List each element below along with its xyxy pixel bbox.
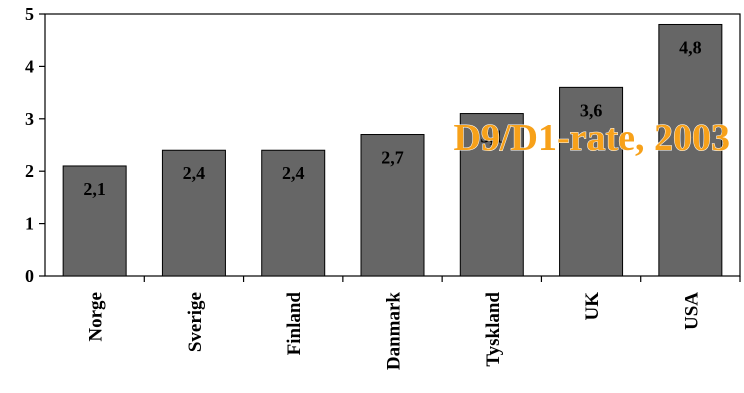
y-tick-label: 1	[25, 214, 34, 234]
chart-title: D9/D1-rate, 2003	[454, 117, 730, 159]
category-label: Danmark	[384, 292, 405, 371]
category-label: Finland	[284, 292, 305, 356]
category-label: USA	[681, 292, 702, 330]
data-label: 2,4	[282, 163, 305, 183]
data-label: 2,1	[83, 179, 106, 199]
data-label: 2,7	[381, 148, 404, 168]
category-label: Sverige	[185, 292, 206, 352]
data-label: 2,4	[183, 163, 206, 183]
y-tick-label: 0	[25, 266, 34, 286]
y-tick-label: 4	[25, 56, 34, 76]
y-tick-label: 2	[25, 161, 34, 181]
y-tick-label: 3	[25, 109, 34, 129]
category-label: Norge	[86, 292, 107, 342]
category-label: UK	[582, 292, 603, 321]
plot-area: 0 1 2 3 4 5 2,1 Norge 2,4 Sverige 2,4 Finland 2,7 Dan…	[25, 4, 740, 370]
category-label: Tyskland	[483, 292, 504, 367]
y-tick-label: 5	[25, 4, 34, 24]
data-label: 4,8	[679, 37, 702, 57]
